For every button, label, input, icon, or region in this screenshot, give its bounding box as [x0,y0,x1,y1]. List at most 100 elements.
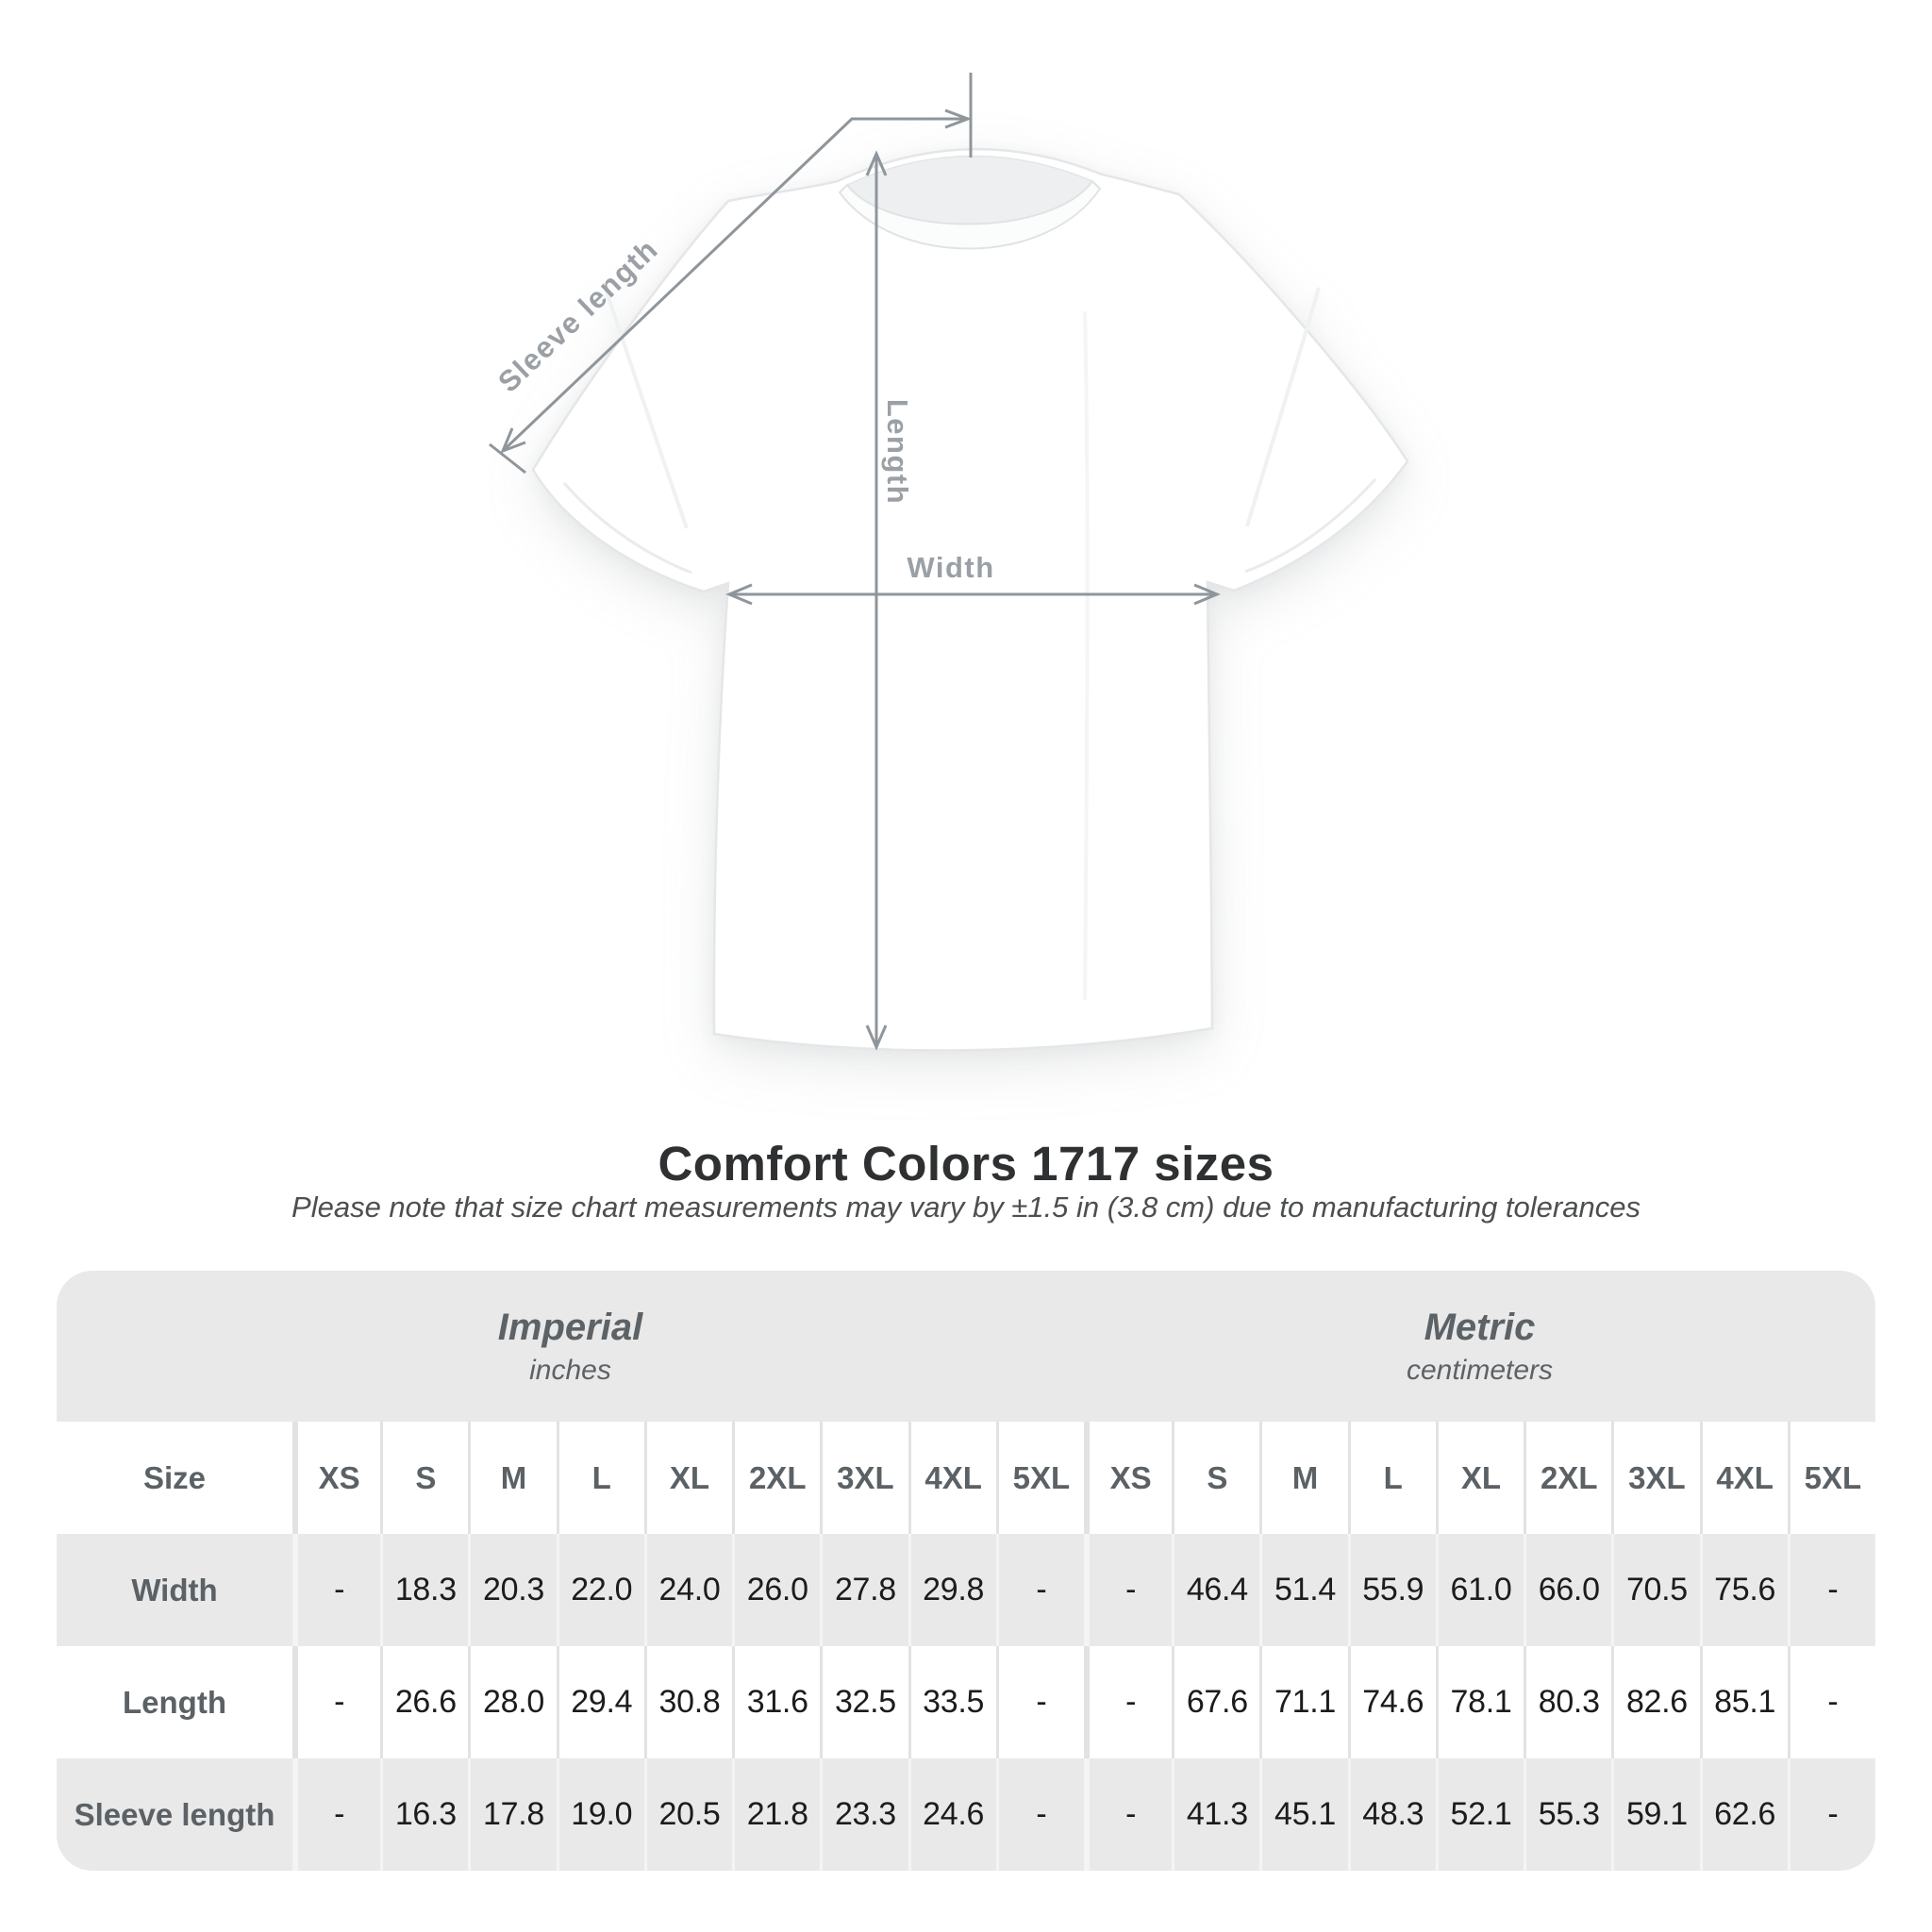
right-sleeve-crease [1245,287,1321,527]
length-metric-l: 74.6 [1347,1646,1436,1758]
length-imperial-2xl: 31.6 [732,1646,820,1758]
length-imperial-5xl: - [995,1646,1084,1758]
length-imperial-l: 29.4 [556,1646,644,1758]
sleeve-length-row: Sleeve length -16.3 17.8 19.0 20.5 21.8 23.3 24… [57,1758,1875,1871]
sleeve-length-imperial-m: 17.8 [468,1758,556,1871]
sleeve-length-imperial-2xl: 21.8 [732,1758,820,1871]
size-header-metric-2xl: 2XL [1524,1422,1611,1534]
size-header-imperial-3xl: 3XL [820,1422,908,1534]
unit-header-band: Imperial inches Metric centimeters [57,1271,1875,1422]
sleeve-length-metric-xl: 52.1 [1435,1758,1524,1871]
sleeve-length-metric-s: 41.3 [1172,1758,1259,1871]
sleeve-length-imperial-l: 19.0 [556,1758,644,1871]
length-metric-4xl: 85.1 [1699,1646,1788,1758]
width-metric-l: 55.9 [1347,1534,1436,1646]
metric-unit: centimeters [1406,1354,1554,1386]
body-crease [1083,310,1090,1001]
width-imperial-3xl: 27.8 [820,1534,908,1646]
tolerance-note: Please note that size chart measurements… [291,1191,1641,1224]
width-imperial-m: 20.3 [468,1534,556,1646]
size-table-rows: Size XS S M L XL 2XL 3XL 4XL 5XL XS S M L XL 2XL 3XL 4XL 5… [57,1422,1875,1871]
width-metric-xs: - [1083,1534,1172,1646]
width-imperial-2xl: 26.0 [732,1534,820,1646]
size-header-imperial-2xl: 2XL [732,1422,820,1534]
size-header-metric-s: S [1172,1422,1259,1534]
sleeve-length-measure [489,73,973,475]
width-metric-s: 46.4 [1172,1534,1259,1646]
width-arrow-right [1193,583,1221,606]
width-row: Width -18.3 20.3 22.0 24.0 26.0 27.8 29.8- -46.4… [57,1534,1875,1646]
sleeve-length-row-label: Sleeve length [74,1796,275,1832]
length-arrow-top [865,150,888,176]
sleeve-length-metric-2xl: 55.3 [1524,1758,1611,1871]
size-header-metric-3xl: 3XL [1611,1422,1699,1534]
size-row: Size XS S M L XL 2XL 3XL 4XL 5XL XS S M L XL 2XL 3XL 4XL 5… [57,1422,1875,1534]
sleeve-length-line [501,117,968,453]
width-metric-3xl: 70.5 [1611,1534,1699,1646]
tshirt-collar-band [838,179,1102,250]
size-row-label: Size [142,1459,207,1495]
size-header-imperial-xs: XS [292,1422,380,1534]
width-measure [725,583,1221,606]
size-header-metric-5xl: 5XL [1787,1422,1875,1534]
length-metric-s: 67.6 [1172,1646,1259,1758]
tshirt-illustration [531,147,1409,1052]
sleeve-length-metric-l: 48.3 [1347,1758,1436,1871]
tshirt-diagram: Sleeve length Length Width [489,73,1409,1052]
size-header-imperial-4xl: 4XL [908,1422,996,1534]
width-metric-5xl: - [1787,1534,1875,1646]
metric-header: Metric centimeters [1084,1271,1875,1422]
width-metric-2xl: 66.0 [1524,1534,1611,1646]
width-imperial-s: 18.3 [380,1534,468,1646]
length-imperial-xl: 30.8 [643,1646,732,1758]
length-metric-xs: - [1083,1646,1172,1758]
sleeve-length-imperial-4xl: 24.6 [908,1758,996,1871]
imperial-unit: inches [529,1354,611,1386]
width-row-label: Width [131,1572,218,1607]
sleeve-length-imperial-xl: 20.5 [643,1758,732,1871]
length-row: Length -26.6 28.0 29.4 30.8 31.6 32.5 33.5- -67.… [57,1646,1875,1758]
size-header-imperial-l: L [556,1422,644,1534]
page-title: Comfort Colors 1717 sizes [658,1137,1274,1191]
size-header-imperial-5xl: 5XL [995,1422,1084,1534]
sleeve-length-imperial-5xl: - [995,1758,1084,1871]
right-sleeve-seam [1244,477,1377,574]
length-imperial-s: 26.6 [380,1646,468,1758]
width-imperial-5xl: - [995,1534,1084,1646]
size-header-imperial-m: M [468,1422,556,1534]
length-measure [865,150,888,1051]
sleeve-length-metric-3xl: 59.1 [1611,1758,1699,1871]
sleeve-end-tick [489,442,526,475]
imperial-title: Imperial [497,1306,643,1348]
width-label: Width [907,551,994,584]
length-row-label: Length [123,1684,226,1720]
size-header-metric-xs: XS [1083,1422,1172,1534]
width-imperial-l: 22.0 [556,1534,644,1646]
sleeve-length-metric-m: 45.1 [1259,1758,1347,1871]
sleeve-length-metric-4xl: 62.6 [1699,1758,1788,1871]
width-metric-m: 51.4 [1259,1534,1347,1646]
left-sleeve-seam [562,482,692,575]
length-imperial-m: 28.0 [468,1646,556,1758]
sleeve-length-imperial-xs: - [292,1758,380,1871]
length-label: Length [881,399,914,505]
tshirt-body [531,147,1409,1052]
sleeve-length-imperial-3xl: 23.3 [820,1758,908,1871]
length-metric-m: 71.1 [1259,1646,1347,1758]
size-header-metric-m: M [1259,1422,1347,1534]
size-table: Imperial inches Metric centimeters Size X… [57,1271,1875,1871]
length-imperial-4xl: 33.5 [908,1646,996,1758]
width-arrow-left [725,583,753,606]
length-imperial-xs: - [292,1646,380,1758]
sleeve-length-imperial-s: 16.3 [380,1758,468,1871]
imperial-header: Imperial inches [57,1271,1084,1422]
length-metric-xl: 78.1 [1435,1646,1524,1758]
sleeve-length-metric-5xl: - [1787,1758,1875,1871]
width-imperial-xs: - [292,1534,380,1646]
sleeve-length-arrow-right [944,108,973,129]
size-header-metric-l: L [1347,1422,1436,1534]
length-metric-2xl: 80.3 [1524,1646,1611,1758]
size-header-metric-xl: XL [1435,1422,1524,1534]
size-header-imperial-s: S [380,1422,468,1534]
